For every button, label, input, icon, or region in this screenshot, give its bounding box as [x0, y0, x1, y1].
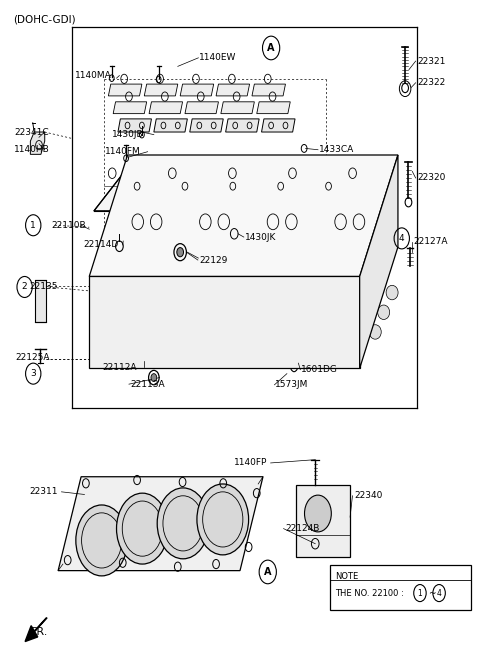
Ellipse shape: [378, 305, 390, 320]
Text: A: A: [267, 43, 275, 53]
Text: 1140EW: 1140EW: [199, 53, 237, 63]
Text: 22125A: 22125A: [15, 353, 49, 363]
Polygon shape: [190, 119, 223, 132]
Polygon shape: [360, 155, 398, 368]
Ellipse shape: [250, 309, 276, 327]
Text: 22321: 22321: [417, 57, 445, 66]
Polygon shape: [113, 102, 147, 114]
Text: 4: 4: [437, 588, 442, 597]
Polygon shape: [144, 84, 178, 96]
Text: 22320: 22320: [417, 174, 445, 182]
Polygon shape: [226, 119, 259, 132]
Text: A: A: [264, 567, 272, 577]
Ellipse shape: [126, 209, 168, 235]
Polygon shape: [185, 102, 218, 114]
Ellipse shape: [261, 209, 303, 235]
Text: 2: 2: [22, 282, 27, 291]
Bar: [297, 484, 350, 557]
Ellipse shape: [386, 286, 398, 300]
Text: 4: 4: [399, 234, 405, 243]
Bar: [35, 280, 46, 322]
Polygon shape: [108, 84, 142, 96]
Text: ~: ~: [428, 588, 435, 597]
Text: NOTE: NOTE: [335, 572, 358, 581]
Text: 1140MA: 1140MA: [75, 71, 112, 80]
Text: 1433CA: 1433CA: [319, 145, 354, 154]
Text: THE NO. 22100 :: THE NO. 22100 :: [335, 588, 404, 597]
Text: 22124B: 22124B: [285, 524, 319, 533]
Text: 3: 3: [30, 369, 36, 378]
Text: 22127A: 22127A: [413, 237, 448, 246]
Text: 1601DG: 1601DG: [301, 365, 338, 374]
Text: 1573JM: 1573JM: [276, 380, 309, 390]
Polygon shape: [89, 276, 360, 368]
Text: 22322: 22322: [417, 78, 445, 88]
Text: 22113A: 22113A: [130, 380, 165, 389]
Text: 22311: 22311: [29, 488, 58, 496]
Text: 1140FM: 1140FM: [105, 147, 141, 156]
Polygon shape: [58, 477, 263, 570]
Ellipse shape: [115, 309, 141, 327]
Ellipse shape: [329, 209, 371, 235]
Text: 22341C: 22341C: [14, 128, 49, 136]
FancyArrow shape: [25, 618, 47, 642]
Text: 1430JK: 1430JK: [245, 232, 276, 241]
Text: 22112A: 22112A: [102, 363, 137, 372]
Text: 1140HB: 1140HB: [14, 145, 50, 154]
Text: FR.: FR.: [31, 627, 48, 638]
Text: 1140FP: 1140FP: [234, 459, 267, 467]
Polygon shape: [180, 84, 214, 96]
Text: 22110B: 22110B: [51, 220, 85, 230]
Text: 22129: 22129: [199, 255, 228, 265]
Text: 22135: 22135: [29, 282, 58, 291]
Bar: [330, 565, 471, 610]
Polygon shape: [149, 102, 182, 114]
Ellipse shape: [317, 309, 344, 327]
Ellipse shape: [182, 309, 209, 327]
Polygon shape: [94, 162, 372, 211]
Circle shape: [151, 374, 157, 382]
Circle shape: [157, 488, 209, 559]
Circle shape: [76, 505, 128, 576]
Polygon shape: [30, 132, 45, 155]
Polygon shape: [118, 119, 152, 132]
Text: 1: 1: [418, 588, 422, 597]
Polygon shape: [154, 119, 187, 132]
Circle shape: [177, 247, 183, 257]
Text: 1430JB: 1430JB: [112, 130, 144, 139]
Circle shape: [117, 493, 168, 564]
Polygon shape: [257, 102, 290, 114]
Polygon shape: [262, 119, 295, 132]
Ellipse shape: [193, 209, 236, 235]
Text: 1: 1: [30, 220, 36, 230]
Polygon shape: [221, 102, 254, 114]
Circle shape: [197, 484, 249, 555]
Text: (DOHC-GDI): (DOHC-GDI): [12, 14, 75, 24]
Ellipse shape: [369, 325, 381, 339]
Polygon shape: [216, 84, 250, 96]
Circle shape: [304, 495, 331, 532]
Text: 22340: 22340: [354, 492, 382, 500]
Polygon shape: [252, 84, 286, 96]
Text: 22114D: 22114D: [83, 240, 118, 249]
Polygon shape: [89, 155, 398, 276]
